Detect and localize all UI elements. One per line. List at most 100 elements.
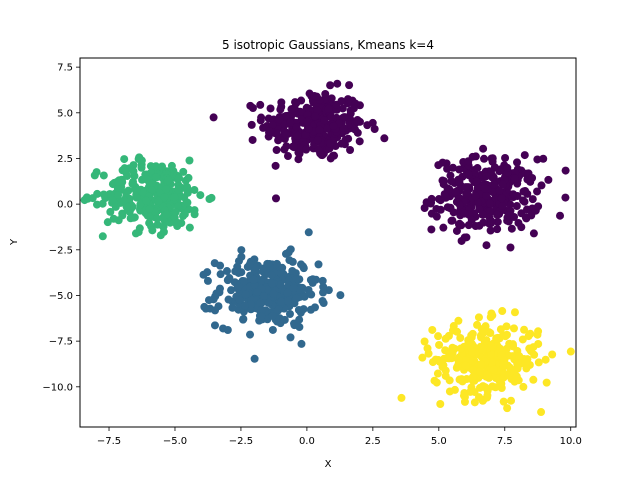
scatter-point-cluster-3 (486, 329, 495, 337)
scatter-point-cluster-3 (424, 349, 433, 358)
scatter-point-cluster-3 (466, 387, 475, 396)
scatter-point-cluster-2 (162, 185, 171, 194)
scatter-point-cluster-0 (265, 127, 274, 136)
scatter-point-cluster-2 (170, 193, 179, 202)
scatter-point-cluster-1 (268, 325, 277, 334)
scatter-point-cluster-0 (539, 154, 548, 163)
scatter-point-cluster-1 (223, 325, 232, 334)
scatter-point-cluster-3 (468, 357, 477, 366)
scatter-point-cluster-3 (483, 370, 492, 379)
scatter-point-cluster-1 (319, 282, 328, 291)
y-tick-label: −5.0 (49, 291, 73, 302)
scatter-point-cluster-0 (313, 136, 322, 145)
scatter-point-cluster-3 (487, 309, 496, 318)
scatter-point-cluster-1 (225, 274, 234, 283)
scatter-point-cluster-1 (233, 284, 242, 293)
scatter-point-cluster-3 (456, 333, 465, 342)
scatter-point-cluster-3 (497, 379, 506, 388)
scatter-point-cluster-3 (515, 352, 524, 361)
scatter-point-cluster-1 (278, 263, 287, 272)
scatter-point-cluster-1 (241, 301, 250, 310)
scatter-point-cluster-0 (427, 194, 436, 203)
scatter-point-cluster-2 (126, 214, 135, 223)
scatter-point-cluster-3 (461, 355, 470, 364)
scatter-point-cluster-1 (250, 354, 259, 363)
scatter-point-cluster-0 (487, 154, 496, 163)
scatter-point-cluster-3 (493, 334, 502, 343)
scatter-point-cluster-0 (475, 205, 484, 214)
scatter-point-cluster-3 (521, 358, 530, 367)
scatter-point-cluster-1 (246, 330, 255, 339)
scatter-point-cluster-3 (436, 400, 445, 408)
scatter-point-cluster-1 (274, 306, 283, 315)
scatter-point-cluster-0 (333, 79, 342, 88)
scatter-point-cluster-0 (443, 164, 452, 173)
plot-area-frame (79, 57, 577, 428)
scatter-point-cluster-0 (509, 190, 518, 199)
scatter-point-cluster-0 (463, 189, 472, 197)
scatter-point-cluster-0 (248, 104, 257, 113)
scatter-point-cluster-1 (285, 310, 294, 318)
scatter-point-cluster-0 (482, 172, 491, 181)
scatter-point-cluster-1 (256, 298, 265, 307)
scatter-point-cluster-3 (566, 347, 575, 356)
scatter-point-cluster-1 (237, 268, 246, 277)
scatter-point-cluster-3 (480, 328, 489, 337)
scatter-point-cluster-2 (156, 231, 165, 240)
scatter-point-cluster-2 (190, 185, 199, 194)
scatter-point-cluster-1 (237, 246, 246, 255)
points-layer (80, 79, 575, 417)
scatter-point-cluster-0 (482, 241, 491, 250)
scatter-point-cluster-0 (283, 152, 292, 161)
scatter-point-cluster-0 (448, 216, 457, 225)
scatter-point-cluster-0 (363, 121, 372, 130)
scatter-point-cluster-0 (248, 135, 257, 144)
scatter-point-cluster-3 (397, 393, 406, 402)
scatter-point-cluster-3 (507, 396, 516, 405)
scatter-point-cluster-0 (561, 193, 570, 202)
scatter-point-cluster-0 (315, 125, 324, 134)
scatter-point-cluster-0 (510, 212, 519, 221)
scatter-point-cluster-3 (478, 345, 487, 354)
scatter-point-cluster-1 (201, 304, 210, 313)
scatter-point-cluster-1 (240, 277, 249, 286)
scatter-point-cluster-0 (337, 139, 346, 148)
scatter-point-cluster-1 (215, 288, 224, 297)
scatter-point-cluster-0 (504, 217, 513, 226)
chart-title: 5 isotropic Gaussians, Kmeans k=4 (222, 38, 434, 52)
y-tick-label: 2.5 (57, 154, 73, 165)
scatter-point-cluster-1 (257, 312, 266, 321)
scatter-point-cluster-0 (537, 181, 546, 190)
scatter-point-cluster-0 (464, 221, 473, 230)
scatter-point-cluster-0 (436, 205, 445, 214)
scatter-point-cluster-1 (297, 260, 306, 269)
scatter-point-cluster-2 (98, 232, 107, 241)
scatter-point-cluster-0 (480, 154, 489, 163)
scatter-point-cluster-2 (147, 186, 156, 195)
scatter-point-cluster-1 (306, 275, 315, 284)
scatter-point-cluster-2 (122, 202, 131, 211)
x-tick-label: 5.0 (431, 436, 447, 447)
scatter-point-cluster-0 (272, 146, 281, 155)
scatter-point-cluster-0 (271, 161, 280, 170)
x-tick-label: 0.0 (299, 436, 315, 447)
scatter-point-cluster-3 (468, 373, 477, 382)
scatter-point-cluster-0 (486, 226, 495, 235)
scatter-point-cluster-1 (297, 339, 306, 348)
scatter-point-cluster-3 (530, 350, 539, 359)
scatter-point-cluster-0 (439, 223, 448, 232)
scatter-point-cluster-3 (461, 361, 470, 370)
scatter-point-cluster-0 (447, 177, 456, 186)
scatter-point-cluster-3 (500, 356, 509, 365)
scatter-point-cluster-0 (340, 113, 349, 122)
scatter-point-cluster-0 (276, 105, 285, 114)
scatter-point-cluster-1 (216, 270, 225, 279)
scatter-point-cluster-0 (455, 178, 464, 187)
scatter-point-cluster-3 (430, 376, 439, 385)
scatter-point-cluster-2 (145, 204, 154, 213)
y-axis: −10.0 −7.5 −5.0 −2.5 0.0 2.5 5.0 7.5 (42, 63, 80, 393)
scatter-point-cluster-3 (455, 375, 464, 384)
scatter-point-cluster-0 (533, 187, 542, 196)
scatter-point-cluster-0 (482, 191, 491, 200)
scatter-point-cluster-1 (285, 256, 294, 265)
